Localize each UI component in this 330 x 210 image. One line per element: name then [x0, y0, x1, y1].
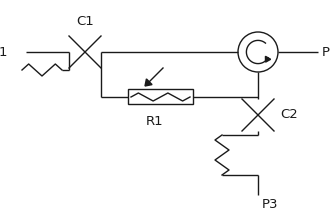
Text: P1: P1 — [0, 46, 8, 59]
Text: P3: P3 — [262, 198, 279, 210]
Text: R1: R1 — [146, 115, 164, 128]
Bar — [128, 89, 193, 104]
Polygon shape — [145, 79, 152, 86]
Text: C2: C2 — [280, 109, 298, 122]
Text: P2: P2 — [322, 46, 330, 59]
Text: C1: C1 — [76, 15, 94, 28]
Polygon shape — [265, 56, 271, 62]
